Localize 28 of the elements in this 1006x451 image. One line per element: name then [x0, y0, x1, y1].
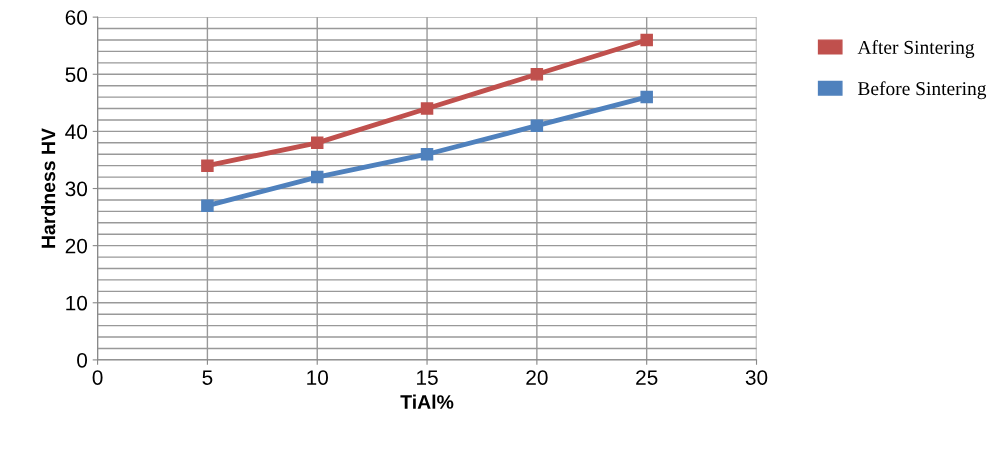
- x-tick-label: 25: [636, 370, 658, 385]
- y-tick-label: 60: [65, 10, 88, 25]
- point: [420, 102, 434, 115]
- point: [530, 68, 544, 81]
- x-tick-label: 30: [745, 370, 768, 385]
- y-tick-label: 10: [66, 295, 88, 311]
- legend-label: Before Sintering: [857, 81, 987, 100]
- y-axis-title: Hardness HV: [41, 128, 56, 248]
- x-tick-label: 0: [92, 370, 103, 385]
- y-tick-label: 30: [65, 181, 88, 197]
- x-tick-label: 5: [202, 370, 213, 385]
- point: [201, 159, 214, 172]
- x-tick-label: 15: [417, 370, 438, 385]
- y-tick-label: 40: [65, 124, 88, 140]
- x-axis-title: TiAl%: [400, 394, 454, 409]
- point: [420, 147, 434, 161]
- point: [530, 119, 544, 132]
- y-tick-label: 20: [65, 238, 88, 254]
- y-tick-label: 0: [77, 352, 88, 368]
- x-tick-label: 10: [307, 370, 328, 385]
- point: [201, 199, 214, 212]
- legend-label: After Sintering: [857, 40, 975, 58]
- point: [640, 90, 653, 104]
- y-tick-label: 50: [65, 67, 88, 83]
- x-tick-label: 20: [526, 370, 548, 385]
- point: [640, 33, 653, 47]
- point: [310, 170, 324, 184]
- point: [310, 136, 324, 150]
